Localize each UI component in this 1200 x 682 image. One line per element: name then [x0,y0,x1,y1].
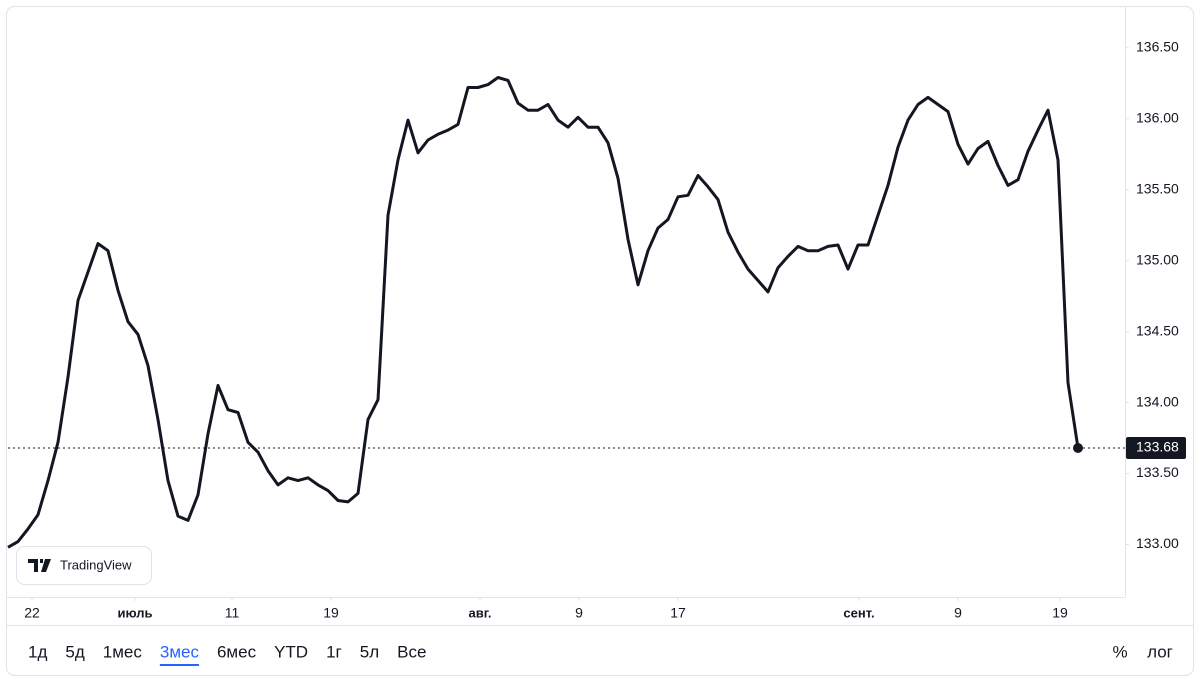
range-button[interactable]: YTD [274,642,308,661]
y-tick-label: 134.50 [1136,322,1179,338]
frame [6,6,1194,676]
last-price-label: 133.68 [1136,439,1179,455]
x-tick-label: 22 [24,605,40,621]
x-tick-label: июль [117,605,152,620]
last-price-badge [1126,436,1186,459]
range-button[interactable]: 3мес [160,642,200,661]
range-button[interactable]: 1г [326,642,342,661]
y-tick-label: 133.00 [1136,535,1179,551]
logo-box [16,546,152,585]
range-button[interactable]: Все [397,642,426,661]
x-tick-label: сент. [843,605,874,620]
y-tick-label: 136.50 [1136,38,1179,54]
y-tick-label: 136.00 [1136,109,1179,125]
x-tick-label: 19 [1052,605,1068,621]
range-button[interactable]: 1д [28,642,47,661]
logo-text: TradingView [60,557,132,572]
x-tick-label: 9 [954,605,962,621]
range-button[interactable]: 5д [65,642,84,661]
y-tick-label: 133.50 [1136,464,1179,480]
toolbar: 1д 5д 1мес 3мес 6мес YTD 1г 5л Все% лог [28,642,1173,666]
y-tick-label: 135.50 [1136,180,1179,196]
range-button[interactable]: 1мес [103,642,143,661]
y-tick-label: 135.00 [1136,251,1179,267]
x-tick-label: 11 [225,605,240,621]
x-tick-label: 19 [323,605,339,621]
option-button[interactable]: % [1112,642,1127,661]
plot: 133.00 133.50 134.00 134.50 135.00 135.50 136.… [7,38,1186,621]
x-tick-label: 17 [670,605,686,621]
x-tick-label: авг. [469,605,492,620]
logo-icon [28,559,51,572]
range-button[interactable]: 6мес [217,642,257,661]
option-button[interactable]: лог [1147,642,1173,661]
y-tick-label: 134.00 [1136,393,1179,409]
price-line [7,76,1080,549]
last-point [1073,442,1083,453]
x-tick-label: 9 [575,605,583,621]
range-button[interactable]: 5л [360,642,379,661]
logo: TradingView [16,546,152,585]
